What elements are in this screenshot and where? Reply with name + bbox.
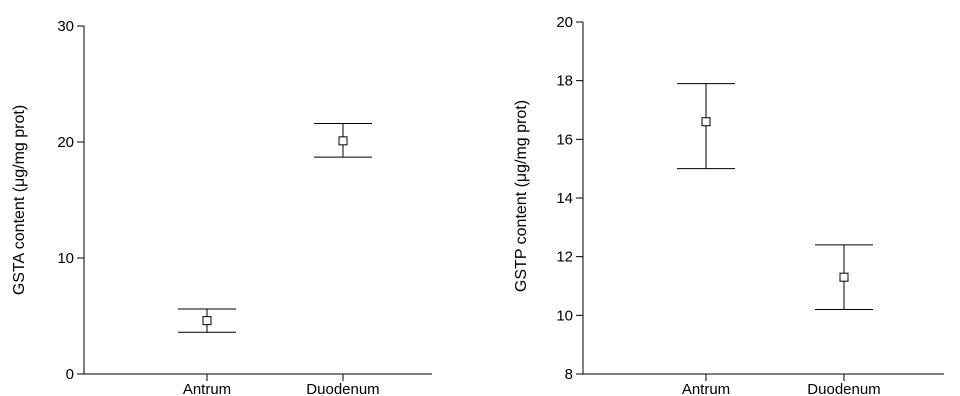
y-tick-label: 18 bbox=[556, 73, 573, 90]
y-tick-label: 30 bbox=[57, 18, 74, 35]
data-point-duodenum bbox=[839, 272, 849, 282]
y-tick-label: 14 bbox=[556, 190, 573, 207]
y-tick-label: 20 bbox=[556, 14, 573, 31]
chart-panel-2: 8 10 12 14 16 18 20 Antrum Duodenum GSTP content … bbox=[513, 14, 944, 396]
y-tick-label: 0 bbox=[66, 366, 74, 383]
x-tick-label-antrum: Antrum bbox=[682, 381, 730, 396]
y-tick-label: 10 bbox=[57, 250, 74, 267]
y-tick-label: 8 bbox=[565, 366, 573, 383]
data-point-antrum bbox=[701, 117, 711, 127]
y-tick-label: 16 bbox=[556, 131, 573, 148]
data-point-duodenum bbox=[338, 136, 348, 146]
x-tick-label-antrum: Antrum bbox=[183, 381, 231, 396]
chart-panel-1: 0 10 20 30 Antrum Duodenum GSTA content (μg/mg… bbox=[11, 18, 432, 396]
y-tick-label: 10 bbox=[556, 307, 573, 324]
y-tick-label: 12 bbox=[556, 249, 573, 266]
x-tick-label-duodenum: Duodenum bbox=[306, 381, 379, 396]
y-tick-label: 20 bbox=[57, 134, 74, 151]
y-axis-title: GSTP content (μg/mg prot) bbox=[513, 100, 530, 292]
data-point-antrum bbox=[202, 316, 212, 326]
x-tick-label-duodenum: Duodenum bbox=[807, 381, 880, 396]
y-axis-title: GSTA content (μg/mg prot) bbox=[11, 105, 28, 295]
